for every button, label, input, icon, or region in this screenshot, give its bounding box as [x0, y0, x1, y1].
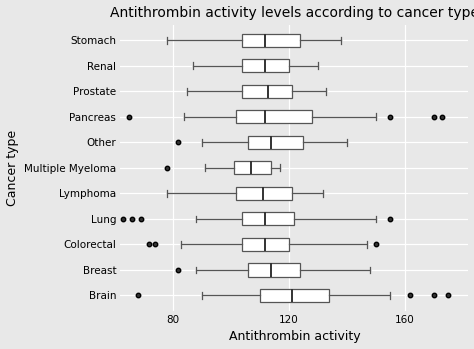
PathPatch shape [248, 263, 300, 276]
PathPatch shape [237, 187, 292, 200]
PathPatch shape [242, 212, 294, 225]
PathPatch shape [242, 34, 300, 47]
PathPatch shape [234, 161, 271, 174]
X-axis label: Antithrombin activity: Antithrombin activity [228, 331, 360, 343]
PathPatch shape [260, 289, 329, 302]
PathPatch shape [242, 84, 292, 98]
PathPatch shape [237, 110, 312, 124]
PathPatch shape [242, 238, 289, 251]
Title: Antithrombin activity levels according to cancer type: Antithrombin activity levels according t… [110, 6, 474, 20]
PathPatch shape [248, 136, 303, 149]
PathPatch shape [242, 59, 289, 72]
Y-axis label: Cancer type: Cancer type [6, 130, 18, 206]
